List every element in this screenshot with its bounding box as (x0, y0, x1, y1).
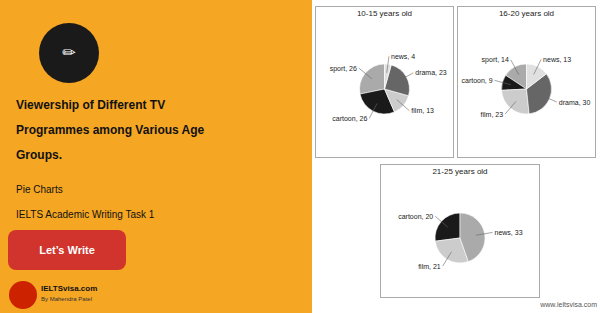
svg-text:news, 33: news, 33 (495, 229, 523, 236)
html-text:Pie Charts: Pie Charts (16, 184, 63, 195)
html-text:IELTS Academic Writing Task 1: IELTS Academic Writing Task 1 (16, 209, 155, 220)
html-text:16-20 years old: 16-20 years old (498, 9, 555, 18)
svg-text:cartoon, 9: cartoon, 9 (462, 77, 493, 84)
svg-text:sport, 14: sport, 14 (482, 56, 509, 64)
svg-text:drama, 30: drama, 30 (559, 99, 591, 106)
svg-text:cartoon, 26: cartoon, 26 (332, 115, 367, 122)
svg-text:news, 4: news, 4 (391, 53, 415, 60)
svg-text:film, 21: film, 21 (418, 263, 441, 270)
html-text:Let’s Write: Let’s Write (39, 244, 95, 256)
html-text:Viewership of Different TV: Viewership of Different TV (16, 98, 166, 112)
html-text:10-15 years old: 10-15 years old (356, 9, 413, 18)
svg-text:news, 13: news, 13 (543, 56, 571, 63)
html-text:By Mahendra Patel: By Mahendra Patel (41, 296, 92, 302)
svg-text:sport, 26: sport, 26 (330, 65, 357, 73)
html-text:IELTSvisa.com: IELTSvisa.com (41, 284, 98, 293)
html-text:Programmes among Various Age: Programmes among Various Age (16, 123, 205, 137)
svg-text:film, 13: film, 13 (411, 107, 434, 114)
svg-text:drama, 23: drama, 23 (415, 69, 447, 76)
svg-text:cartoon, 20: cartoon, 20 (398, 213, 433, 220)
html-text:www.ieltsvisa.com: www.ieltsvisa.com (540, 301, 597, 308)
svg-text:film, 23: film, 23 (481, 111, 504, 118)
html-text:Groups.: Groups. (16, 148, 62, 162)
html-text:21-25 years old: 21-25 years old (432, 167, 488, 176)
